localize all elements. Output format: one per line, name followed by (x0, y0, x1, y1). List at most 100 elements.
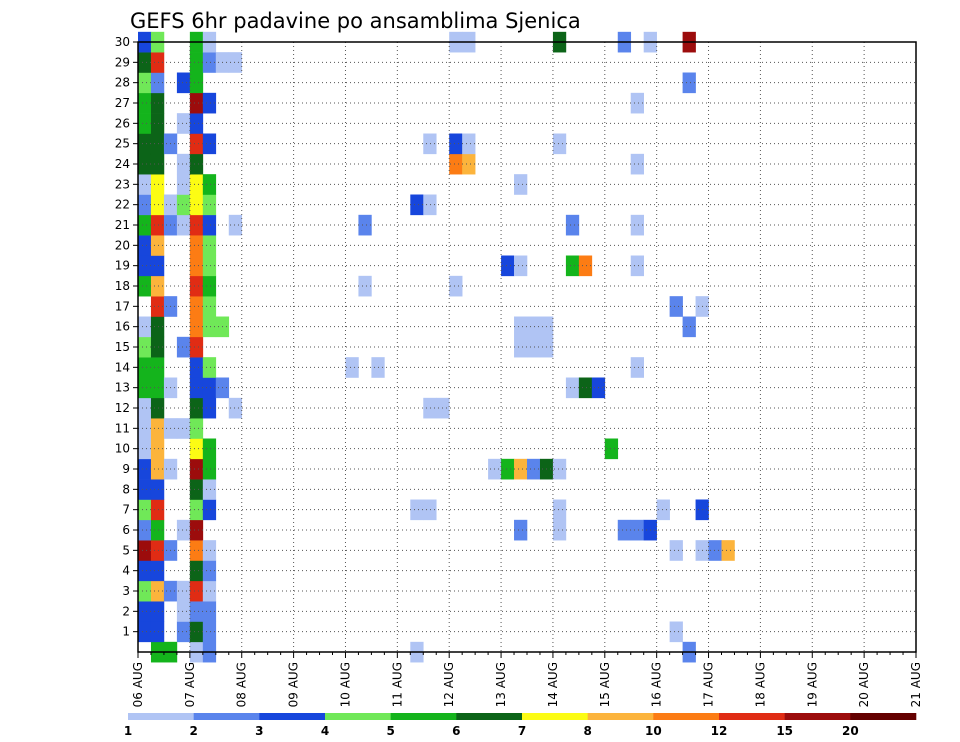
heatmap-cell (228, 52, 243, 73)
heatmap-cell (202, 458, 217, 480)
heatmap-cell (150, 92, 165, 114)
heatmap-cell (669, 296, 683, 317)
y-tick-label: 3 (122, 584, 130, 598)
heatmap-cell (150, 601, 165, 622)
heatmap-cell (514, 336, 528, 358)
y-tick-label: 15 (115, 340, 130, 354)
heatmap-cell (150, 113, 165, 134)
heatmap-cell (150, 499, 165, 521)
heatmap-cell (514, 174, 528, 195)
heatmap-cell (228, 397, 243, 419)
heatmap-cell (189, 296, 204, 317)
heatmap-cell (202, 214, 217, 236)
heatmap-cell (150, 580, 165, 602)
heatmap-cell (138, 214, 152, 236)
x-tick-label: 08 AUG (235, 662, 249, 707)
heatmap-cell (138, 540, 152, 561)
heatmap-cell (176, 580, 191, 602)
heatmap-cell (189, 418, 204, 439)
heatmap-cell (150, 540, 165, 561)
y-tick-label: 25 (115, 137, 130, 151)
heatmap-cell (176, 336, 191, 358)
y-tick-label: 21 (115, 218, 130, 232)
heatmap-cell (630, 255, 644, 277)
x-tick-label: 17 AUG (702, 662, 716, 707)
heatmap-cell (552, 499, 567, 521)
y-tick-label: 27 (115, 96, 130, 110)
heatmap-cell (565, 255, 580, 277)
colorbar-label: 2 (189, 724, 197, 738)
heatmap-cell (462, 133, 476, 155)
colorbar-label: 3 (255, 724, 263, 738)
heatmap-cell (202, 296, 217, 317)
y-tick-label: 4 (122, 564, 130, 578)
colorbar-label: 6 (452, 724, 460, 738)
heatmap-cell (189, 336, 204, 358)
heatmap-cell (202, 255, 217, 277)
heatmap-cell (150, 458, 165, 480)
y-tick-label: 29 (115, 55, 130, 69)
heatmap-cell (552, 133, 567, 155)
heatmap-cell (202, 397, 217, 419)
heatmap-cell (630, 214, 644, 236)
colorbar-segment (653, 713, 720, 720)
heatmap-cell (423, 133, 437, 155)
x-tick-label: 10 AUG (338, 662, 352, 707)
heatmap-cell (228, 214, 243, 236)
heatmap-cell (410, 194, 424, 216)
heatmap-cell (150, 560, 165, 582)
heatmap-cell (423, 397, 437, 419)
x-tick-label: 06 AUG (131, 662, 145, 707)
heatmap-cell (150, 316, 165, 338)
colorbar-segment (850, 713, 917, 720)
y-tick-label: 19 (115, 259, 130, 273)
heatmap-cell (189, 357, 204, 378)
heatmap-cell (202, 621, 217, 643)
gridlines (138, 42, 916, 652)
heatmap-cell (150, 438, 165, 460)
colorbar-segment (259, 713, 326, 720)
heatmap-cell (150, 255, 165, 277)
heatmap-cell (189, 621, 204, 643)
y-tick-label: 30 (115, 35, 130, 49)
heatmap-cell (189, 72, 204, 94)
heatmap-cell (189, 275, 204, 297)
colorbar-label: 4 (321, 724, 329, 738)
colorbar-segment (390, 713, 457, 720)
heatmap-cell (202, 174, 217, 195)
y-tick-label: 2 (122, 604, 130, 618)
colorbar-label: 5 (386, 724, 394, 738)
heatmap-cell (138, 499, 152, 521)
heatmap-cell (202, 316, 217, 338)
heatmap-cell (138, 316, 152, 338)
y-tick-label: 13 (115, 381, 130, 395)
x-tick-label: 14 AUG (546, 662, 560, 707)
heatmap-cell (150, 336, 165, 358)
heatmap-cell (138, 113, 152, 134)
heatmap-cell (527, 316, 541, 338)
colorbar-label: 20 (842, 724, 859, 738)
heatmap-cell (138, 174, 152, 195)
heatmap-cell (189, 397, 204, 419)
heatmap-cell (138, 275, 152, 297)
heatmap-cell (501, 458, 515, 480)
heatmap-cell (138, 601, 152, 622)
heatmap-cell (189, 458, 204, 480)
heatmap-cell (138, 438, 152, 460)
colorbar-segment (456, 713, 523, 720)
heatmap-cell (202, 275, 217, 297)
heatmap-cell (202, 133, 217, 155)
y-tick-label: 26 (115, 116, 130, 130)
heatmap-cell (138, 153, 152, 175)
heatmap-cell (578, 377, 593, 399)
heatmap-cell (189, 377, 204, 399)
heatmap-cell (176, 113, 191, 134)
y-tick-label: 1 (122, 625, 130, 639)
y-tick-label: 11 (115, 421, 130, 435)
heatmap-cell (189, 580, 204, 602)
heatmap-cell (514, 255, 528, 277)
heatmap-cell (202, 194, 217, 216)
heatmap-cell (176, 601, 191, 622)
heatmap-cell (176, 174, 191, 195)
colorbar-label: 12 (711, 724, 728, 738)
